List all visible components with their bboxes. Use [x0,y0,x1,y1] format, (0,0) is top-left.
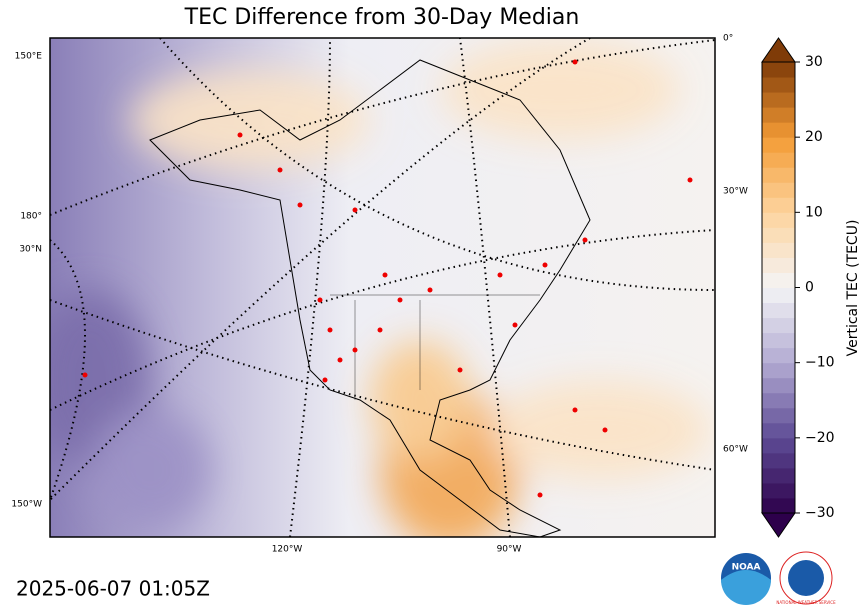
colorbar-band [762,362,795,379]
colorbar-band [762,422,795,439]
colorbar-label: Vertical TEC (TECU) [845,220,861,357]
colorbar-band [762,152,795,168]
graticule-label: 60°W [723,445,748,455]
graticule-label: 150°E [15,52,43,62]
colorbar-band [762,242,795,258]
colorbar: −30 −20 −10 0 10 20 30 [761,37,835,538]
colorbar-band [762,377,795,394]
colorbar-band [762,302,795,319]
colorbar-band [762,467,795,484]
colorbar-band [762,257,795,273]
colorbar-band [762,332,795,349]
graticule-label: 30°N [19,245,42,255]
timestamp: 2025-06-07 01:05Z [16,577,210,601]
colorbar-extend-top [761,37,796,63]
nws-logo: NATIONAL WEATHER SERVICE [776,551,836,605]
graticule-label: 30°W [723,187,748,197]
colorbar-tick-label: 20 [805,129,823,145]
colorbar-band [762,212,795,228]
colorbar-band [762,182,795,198]
colorbar-band [762,62,795,78]
colorbar-band [762,407,795,424]
colorbar-band [762,497,795,514]
stations [82,59,693,498]
colorbar-band [762,122,795,138]
colorbar-band [762,437,795,454]
map [50,38,715,537]
colorbar-band [762,482,795,499]
colorbar-tick-label: 30 [805,54,823,70]
map-frame [49,37,716,538]
colorbar-band [762,287,795,304]
title: TEC Difference from 30-Day Median [184,5,580,30]
colorbar-band [762,317,795,334]
colorbar-extend-bottom [761,512,796,538]
colorbar-tick-label: −10 [805,355,835,371]
graticule-label: 150°W [11,500,42,510]
graticule-label: 120°W [272,545,303,555]
colorbar-tick-label: 0 [805,280,814,296]
colorbar-band [762,167,795,183]
colorbar-band [762,137,795,153]
graticule-label: 90°W [497,545,522,555]
colorbar-tick-label: −20 [805,430,835,446]
colorbar-tick-label: −30 [805,505,835,521]
colorbar-band [762,392,795,409]
graticule-label: 180° [20,212,42,222]
nws-text: NATIONAL WEATHER SERVICE [776,600,836,605]
noaa-text: NOAA [732,563,761,573]
colorbar-tick-label: 10 [805,204,823,220]
noaa-logo: NOAA [721,553,771,605]
colorbar-band [762,77,795,93]
colorbar-band [762,347,795,364]
colorbar-band [762,227,795,243]
graticule-label: 0° [723,34,733,44]
colorbar-band [762,92,795,108]
colorbar-band [762,272,795,288]
colorbar-band [762,107,795,123]
colorbar-band [762,452,795,469]
colorbar-band [762,197,795,213]
